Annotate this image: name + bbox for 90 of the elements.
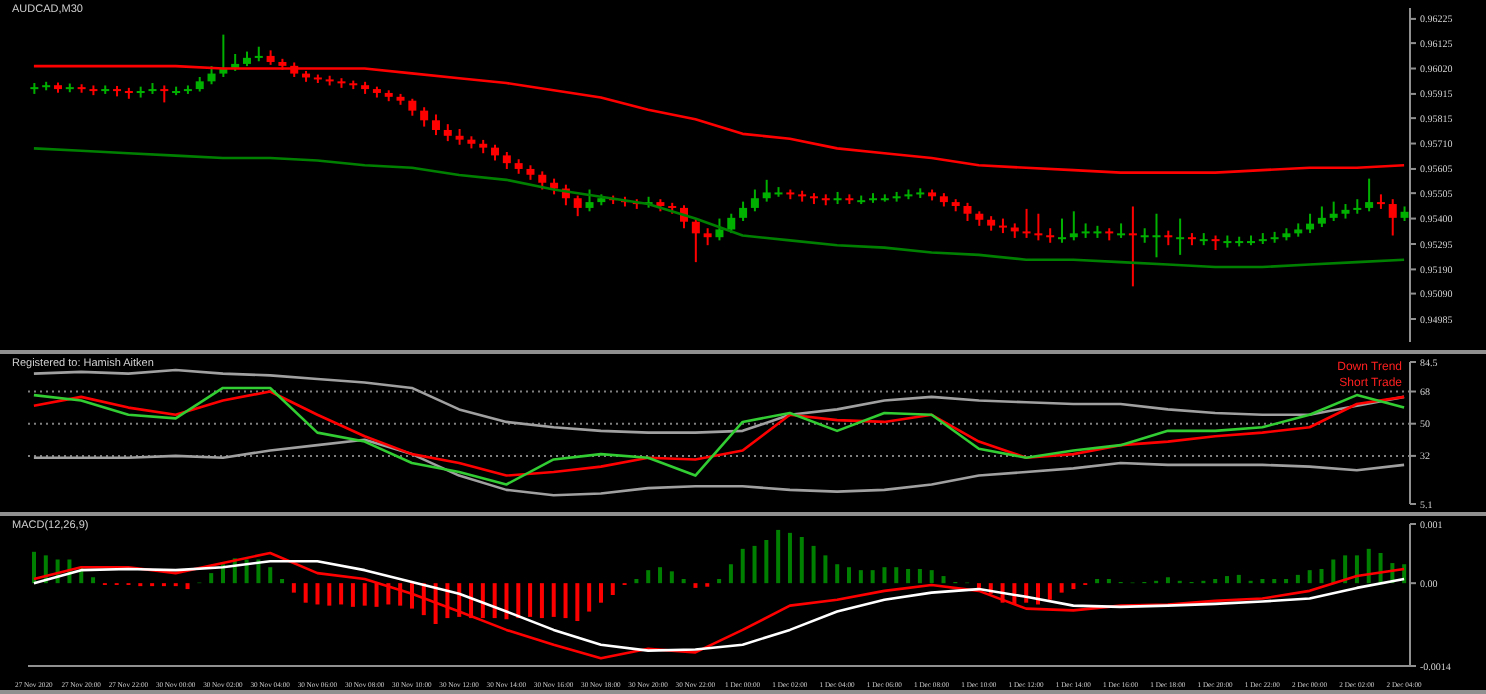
bar [1225,576,1230,584]
candlestick [1353,198,1362,215]
bar [268,567,273,584]
bar [799,537,804,584]
candlestick [1058,217,1066,244]
bar [315,583,320,605]
candlestick [1329,200,1338,222]
bar [339,583,344,605]
bar [563,583,568,619]
bar [941,576,946,584]
bar [1307,570,1312,584]
bar [91,577,96,584]
bar [1331,559,1336,584]
candlestick [739,200,748,222]
bar [610,583,615,595]
bar [374,583,379,607]
candlestick [1022,207,1031,239]
bar [398,583,403,606]
candlestick [1176,217,1185,256]
bar [811,545,816,584]
bar [1354,555,1359,584]
bar [929,570,934,584]
candlestick [1046,227,1055,244]
bar [551,583,556,617]
bar [327,583,332,606]
bar [882,567,887,584]
bar [646,570,651,584]
bar [1236,574,1241,584]
bar [362,583,367,606]
bar [1047,583,1052,600]
candlestick [420,106,429,128]
bar [539,583,544,619]
candlestick [207,65,216,86]
bar [835,564,840,584]
candlestick [1365,177,1374,213]
candlestick [963,201,972,222]
candlestick [585,188,594,213]
line-series [32,147,1406,269]
line-series [32,438,1406,497]
bar [32,551,36,584]
bar [847,567,852,584]
bar [740,548,745,584]
candlestick [538,170,547,191]
bar [1366,548,1371,584]
bar [587,583,592,612]
bar [917,568,922,584]
bar [492,583,497,619]
bar [209,573,214,584]
bar [894,567,899,584]
bar [291,583,296,593]
candlestick [762,178,771,203]
bar [575,583,580,622]
candlestick [1388,198,1397,237]
bar [1295,574,1300,584]
bar [504,583,509,620]
bar [185,583,190,590]
bar [1343,555,1348,584]
bar [303,583,308,603]
bar [823,555,828,584]
candlestick [1128,205,1137,288]
bar [480,583,485,619]
bar [752,545,757,584]
bar [350,583,355,607]
bar [764,539,769,584]
bar [858,570,863,584]
bar [1059,583,1064,593]
bar [870,570,875,584]
candlestick [750,188,759,213]
bar [598,583,603,603]
bar [528,583,533,617]
bar [728,564,733,584]
candlestick [1376,193,1385,210]
candlestick [1069,210,1078,242]
candlestick [1117,222,1126,239]
bar [1071,583,1076,590]
candlestick [1317,205,1326,229]
candlestick [573,194,582,218]
bar [516,583,521,619]
candlestick [715,217,724,242]
candlestick [691,217,700,264]
bar [409,583,414,609]
bar [906,568,911,584]
candlestick [1034,212,1043,242]
bar [1165,577,1170,584]
bar [1319,568,1324,584]
bar [658,567,663,584]
bar [776,529,781,584]
bar [787,532,792,584]
bar [669,571,674,584]
candlestick [431,113,440,137]
